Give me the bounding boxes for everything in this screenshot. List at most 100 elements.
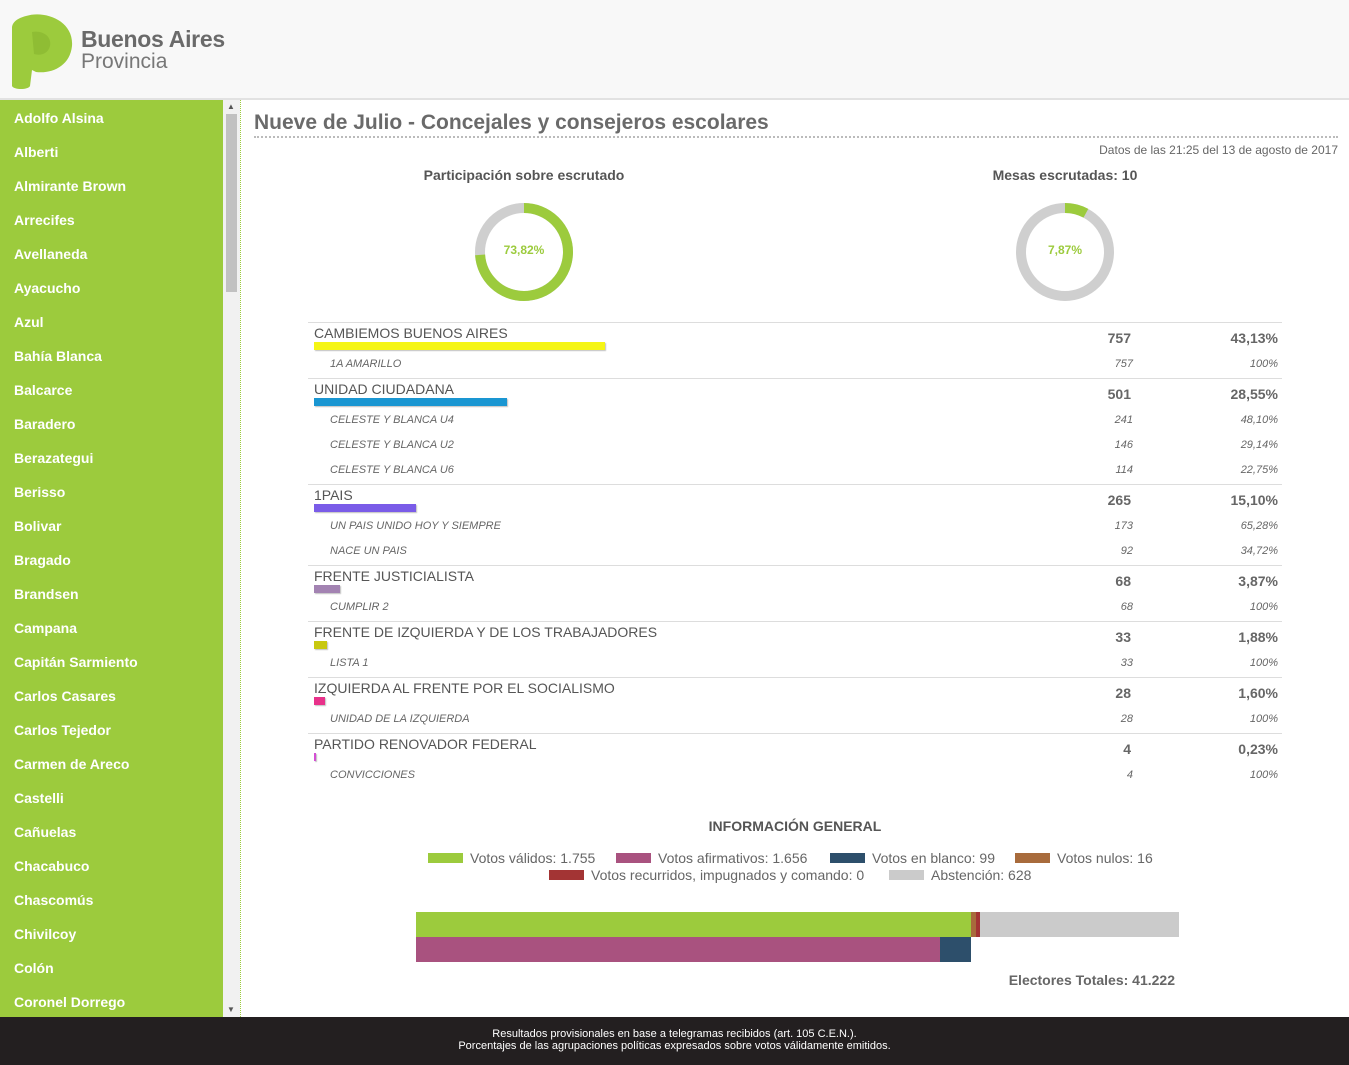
tables-counted-title: Mesas escrutadas: 10: [992, 167, 1138, 183]
sidebar-item[interactable]: Almirante Brown: [14, 178, 127, 194]
list-percentage: 100%: [1249, 769, 1278, 781]
party-votes: 68: [1115, 573, 1131, 589]
sidebar-item[interactable]: Coronel Dorrego: [14, 994, 126, 1010]
scroll-up-icon[interactable]: ▲: [227, 102, 235, 111]
participation-title: Participación sobre escrutado: [423, 167, 625, 183]
party-share-bar: [314, 398, 507, 406]
sidebar-item[interactable]: Bragado: [14, 552, 71, 568]
bar-contested-votes: [976, 912, 981, 937]
sidebar-scrollbar[interactable]: ▲ ▼: [223, 100, 240, 1017]
sidebar-item[interactable]: Campana: [14, 620, 78, 636]
sidebar-item[interactable]: Alberti: [14, 144, 59, 160]
list-votes: 173: [1114, 520, 1133, 532]
p-logo-icon: [12, 14, 73, 89]
list-percentage: 100%: [1249, 601, 1278, 613]
sidebar-item[interactable]: Baradero: [14, 416, 76, 432]
party-separator: [308, 733, 1282, 734]
bar-abstention: [980, 912, 1179, 937]
party-percentage: 15,10%: [1230, 492, 1278, 508]
list-name: NACE UN PAIS: [330, 545, 407, 557]
bar-valid-votes: [416, 912, 972, 937]
list-percentage: 100%: [1249, 713, 1278, 725]
party-share-bar: [314, 753, 316, 761]
sidebar-item[interactable]: Castelli: [14, 790, 64, 806]
party-separator: [308, 677, 1282, 678]
sidebar-item[interactable]: Chascomús: [14, 892, 94, 908]
brand-subtitle: Provincia: [81, 50, 168, 73]
party-name: UNIDAD CIUDADANA: [314, 381, 455, 397]
sidebar-item[interactable]: Ayacucho: [14, 280, 81, 296]
party-share-bar: [314, 504, 416, 512]
sidebar-item[interactable]: Carlos Casares: [14, 688, 116, 704]
legend-item: Votos válidos: 1.755: [428, 850, 595, 866]
sidebar-item[interactable]: Carlos Tejedor: [14, 722, 111, 738]
list-name: CELESTE Y BLANCA U6: [330, 464, 454, 476]
legend-swatch: [616, 853, 651, 863]
list-percentage: 48,10%: [1240, 414, 1278, 426]
sidebar-item[interactable]: Berazategui: [14, 450, 94, 466]
sidebar-item[interactable]: Balcarce: [14, 382, 73, 398]
sidebar-item[interactable]: Cañuelas: [14, 824, 77, 840]
scroll-thumb[interactable]: [226, 114, 237, 292]
legend-swatch: [549, 870, 584, 880]
content-divider: [240, 100, 242, 1017]
sidebar-item[interactable]: Avellaneda: [14, 246, 88, 262]
party-percentage: 43,13%: [1230, 330, 1278, 346]
sidebar-item[interactable]: Azul: [14, 314, 44, 330]
sidebar-item[interactable]: Bahía Blanca: [14, 348, 102, 364]
sidebar-item[interactable]: Arrecifes: [14, 212, 75, 228]
brand-title: Buenos Aires: [81, 26, 225, 52]
legend-item: Votos afirmativos: 1.656: [616, 850, 807, 866]
header: Buenos Aires Provincia: [0, 0, 1349, 100]
legend-item: Votos nulos: 16: [1015, 850, 1153, 866]
party-separator: [308, 378, 1282, 379]
donut-fill: [475, 203, 573, 301]
list-percentage: 22,75%: [1240, 464, 1278, 476]
list-percentage: 65,28%: [1240, 520, 1278, 532]
list-percentage: 100%: [1249, 358, 1278, 370]
scroll-down-icon[interactable]: ▼: [227, 1005, 235, 1014]
donut-fill: [1016, 203, 1114, 301]
sidebar-item[interactable]: Carmen de Areco: [14, 756, 130, 772]
legend-swatch: [428, 853, 463, 863]
list-percentage: 34,72%: [1240, 545, 1278, 557]
party-separator: [308, 565, 1282, 566]
sidebar-item[interactable]: Capitán Sarmiento: [14, 654, 138, 670]
party-percentage: 28,55%: [1230, 386, 1278, 402]
party-votes: 33: [1115, 629, 1131, 645]
general-info-title: INFORMACIÓN GENERAL: [708, 818, 882, 834]
sidebar-item[interactable]: Colón: [14, 960, 54, 976]
sidebar-item[interactable]: Chacabuco: [14, 858, 90, 874]
party-name: IZQUIERDA AL FRENTE POR EL SOCIALISMO: [314, 680, 615, 696]
list-votes: 4: [1126, 769, 1133, 781]
party-name: 1PAIS: [314, 487, 353, 503]
list-votes: 757: [1114, 358, 1133, 370]
sidebar-item[interactable]: Adolfo Alsina: [14, 110, 104, 126]
participation-value: 73,82%: [503, 243, 545, 257]
list-votes: 92: [1120, 545, 1133, 557]
sidebar-item[interactable]: Chivilcoy: [14, 926, 77, 942]
footer: Resultados provisionales en base a teleg…: [0, 1017, 1349, 1065]
sidebar-item[interactable]: Brandsen: [14, 586, 79, 602]
party-share-bar: [314, 342, 605, 350]
sidebar-item[interactable]: Berisso: [14, 484, 66, 500]
bar-affirmative-votes: [416, 937, 940, 962]
sidebar: Adolfo Alsina Alberti Almirante Brown Arrec…: [0, 100, 223, 1017]
list-votes: 241: [1114, 414, 1133, 426]
list-name: UN PAIS UNIDO HOY Y SIEMPRE: [330, 520, 501, 532]
participation-donut: [475, 203, 573, 301]
data-timestamp: Datos de las 21:25 del 13 de agosto de 2…: [1099, 143, 1338, 157]
list-votes: 68: [1120, 601, 1133, 613]
title-rule: [254, 136, 1338, 138]
page-title: Nueve de Julio - Concejales y consejeros…: [254, 111, 769, 134]
legend-swatch: [830, 853, 865, 863]
party-votes: 28: [1115, 685, 1131, 701]
list-votes: 146: [1114, 439, 1133, 451]
sidebar-item[interactable]: Bolivar: [14, 518, 62, 534]
legend-item: Votos recurridos, impugnados y comando: …: [549, 867, 864, 883]
list-votes: 28: [1120, 713, 1133, 725]
list-percentage: 29,14%: [1240, 439, 1278, 451]
list-votes: 33: [1120, 657, 1133, 669]
list-name: CELESTE Y BLANCA U4: [330, 414, 454, 426]
legend-item: Abstención: 628: [889, 867, 1031, 883]
